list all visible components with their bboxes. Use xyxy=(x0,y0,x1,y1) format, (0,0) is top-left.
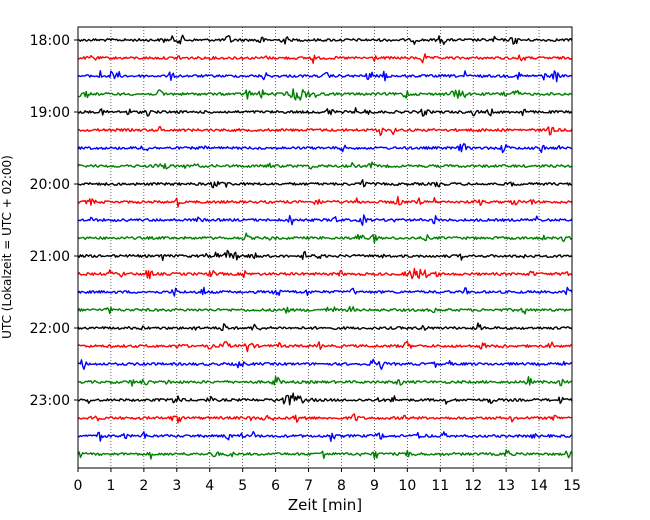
trace-2300 xyxy=(77,392,573,406)
x-tick-label: 3 xyxy=(172,478,181,494)
x-tick-label: 13 xyxy=(497,478,515,494)
x-tick-label: 4 xyxy=(205,478,214,494)
x-tick-label: 15 xyxy=(563,478,581,494)
trace-1800 xyxy=(77,34,573,45)
x-tick-label: 7 xyxy=(304,478,313,494)
x-axis-label: Zeit [min] xyxy=(288,496,362,514)
trace-2315 xyxy=(77,413,573,424)
y-tick-label: 19:00 xyxy=(30,105,70,121)
trace-2200 xyxy=(77,322,573,332)
x-tick-label: 9 xyxy=(370,478,379,494)
trace-1815 xyxy=(78,53,573,64)
x-tick-label: 8 xyxy=(337,478,346,494)
seismic-traces xyxy=(77,34,573,460)
x-tick-label: 12 xyxy=(464,478,482,494)
y-tick-label: 18:00 xyxy=(30,33,70,49)
trace-1845 xyxy=(78,88,573,101)
trace-2000 xyxy=(77,179,573,189)
trace-2345 xyxy=(77,449,573,460)
trace-1945 xyxy=(77,161,573,170)
trace-2115 xyxy=(77,267,573,280)
trace-2230 xyxy=(77,358,573,370)
trace-2015 xyxy=(77,195,573,208)
x-tick-label: 14 xyxy=(530,478,548,494)
y-axis-label: UTC (Lokalzeit = UTC + 02:00) xyxy=(0,155,14,339)
x-tick-label: 2 xyxy=(139,478,148,494)
y-tick-label: 23:00 xyxy=(30,393,70,409)
trace-2100 xyxy=(77,249,573,262)
trace-1900 xyxy=(77,107,573,117)
trace-1830 xyxy=(77,70,573,83)
x-tick-label: 0 xyxy=(74,478,83,494)
trace-2045 xyxy=(77,232,573,244)
y-tick-label: 21:00 xyxy=(30,249,70,265)
x-tick-label: 11 xyxy=(431,478,449,494)
y-axis-ticks: 18:00 19:00 20:00 21:00 22:00 23:00 xyxy=(30,33,78,409)
x-tick-label: 1 xyxy=(106,478,115,494)
trace-2215 xyxy=(77,340,573,353)
x-axis-ticks: 0 1 2 3 4 5 6 7 8 9 10 11 12 13 14 15 xyxy=(74,468,581,494)
x-tick-label: 10 xyxy=(398,478,416,494)
x-tick-label: 6 xyxy=(271,478,280,494)
trace-2130 xyxy=(77,286,573,297)
trace-1930 xyxy=(77,143,573,154)
y-tick-label: 20:00 xyxy=(30,177,70,193)
trace-2030 xyxy=(77,214,573,226)
plot-frame xyxy=(77,26,573,469)
x-tick-label: 5 xyxy=(238,478,247,494)
trace-2330 xyxy=(77,431,573,442)
trace-1915 xyxy=(77,126,573,137)
trace-2245 xyxy=(77,375,573,387)
trace-2145 xyxy=(77,305,573,315)
y-tick-label: 22:00 xyxy=(30,321,70,337)
